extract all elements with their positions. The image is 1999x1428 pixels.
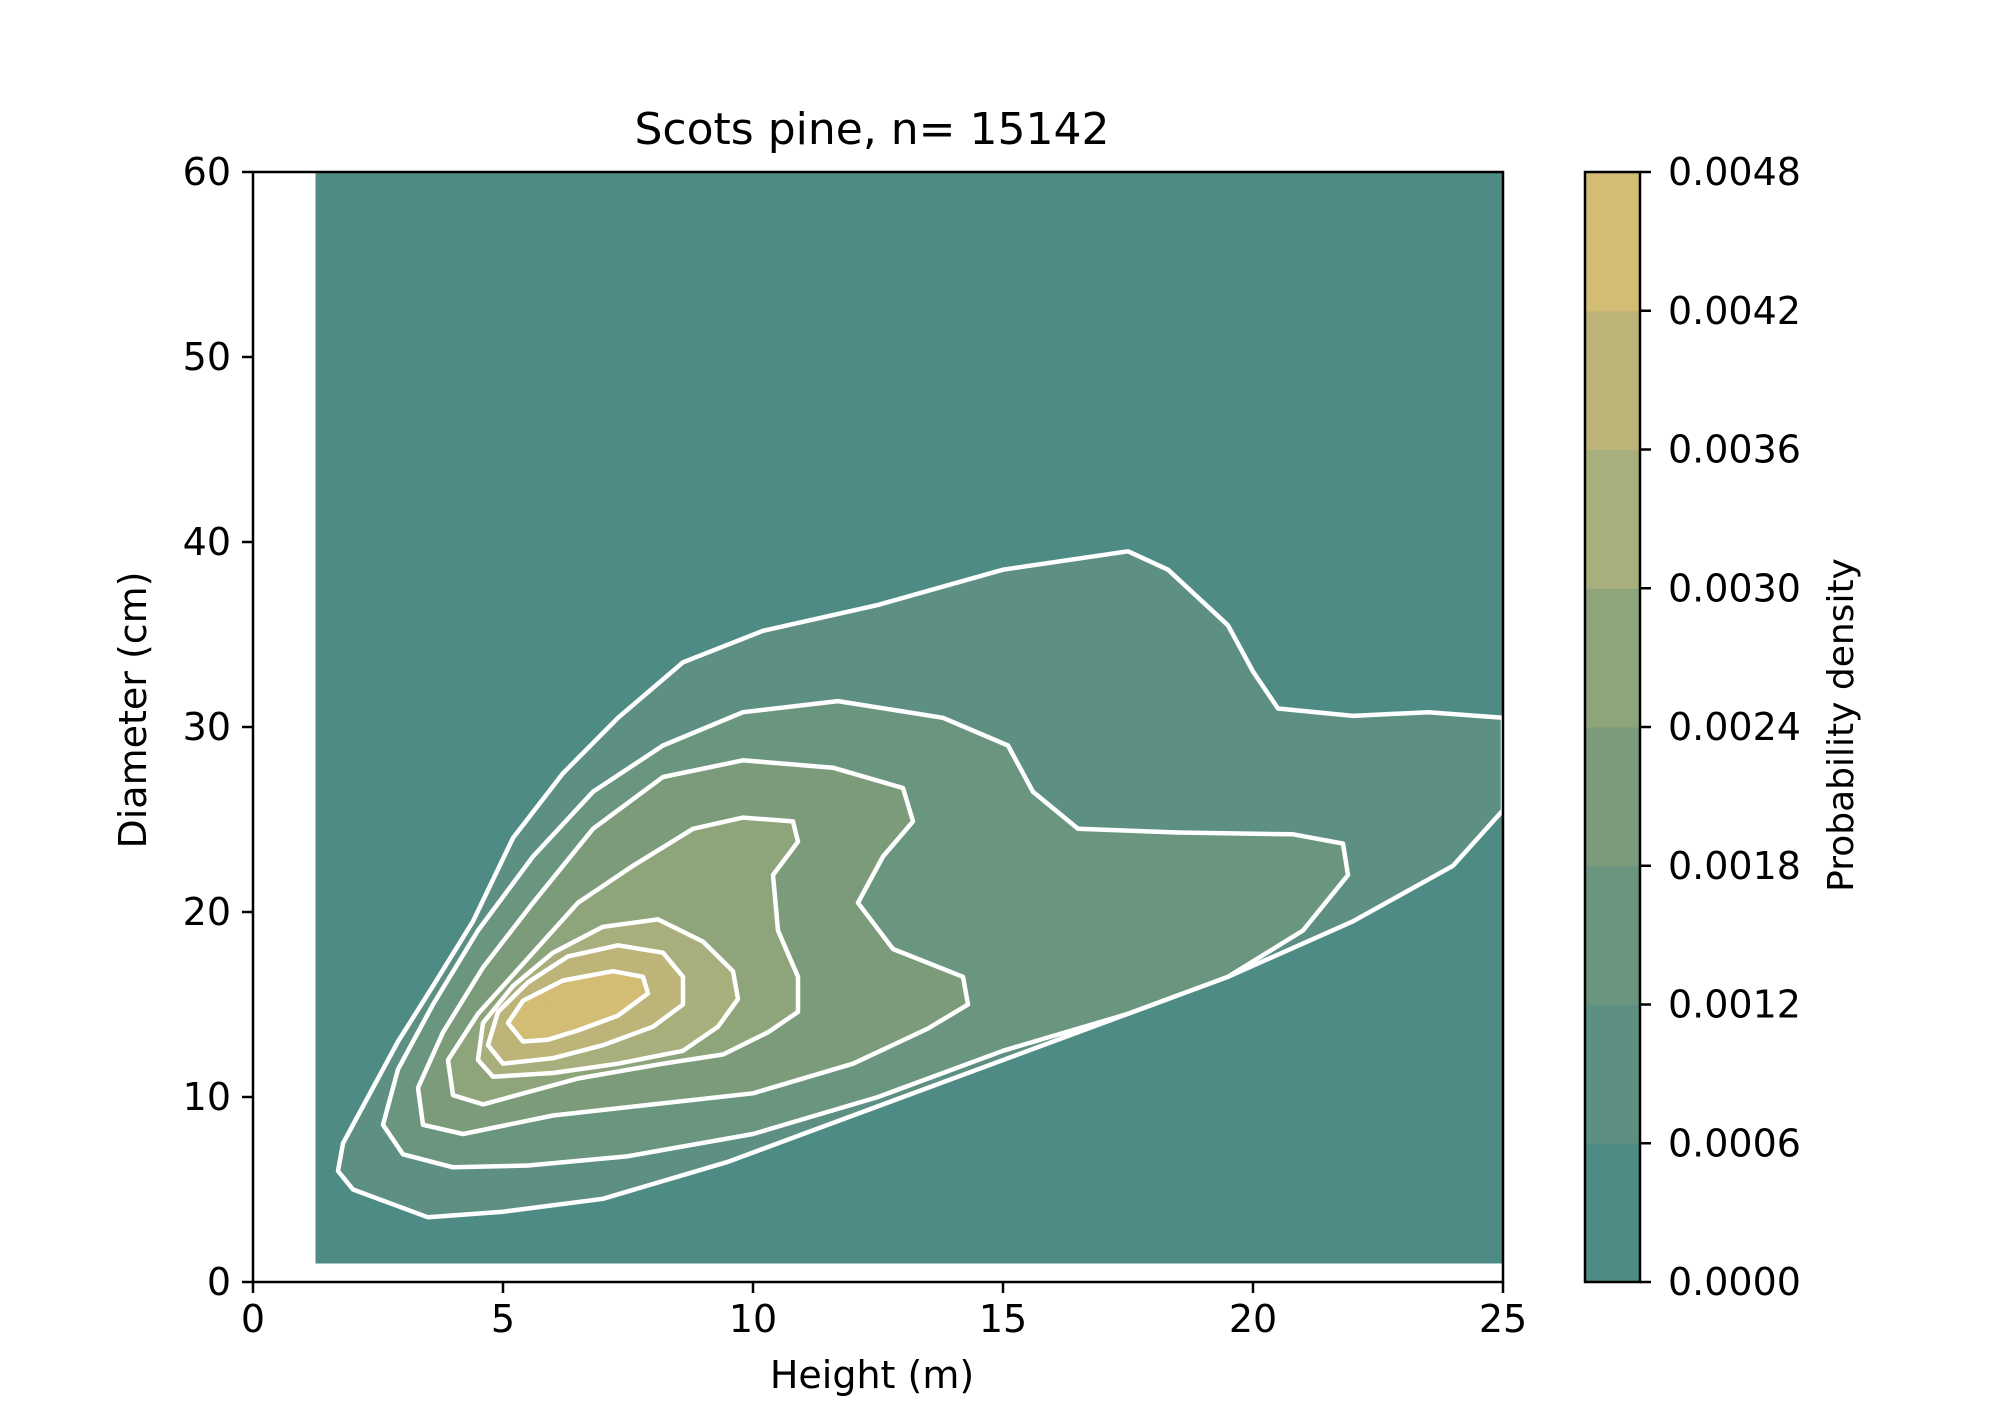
colorbar-label: Probability density: [1821, 558, 1862, 892]
contour-line-6: [485, 943, 686, 1066]
density-region-8: [528, 987, 633, 1035]
colorbar-tick-label: 0.0042: [1668, 289, 1801, 333]
colorbar-tick-label: 0.0006: [1668, 1121, 1801, 1165]
x-axis: 0 5 10 15 20 25: [241, 1282, 1527, 1341]
colorbar-tick-label: 0.0000: [1668, 1260, 1801, 1304]
contour-line-5: [475, 917, 741, 1079]
y-tick-label: 60: [183, 150, 231, 194]
y-axis: 0 10 20 30 40 50 60: [183, 150, 253, 1304]
plot-area: [251, 170, 1505, 1284]
x-tick-label: 5: [491, 1297, 515, 1341]
x-axis-label: Height (m): [770, 1353, 974, 1397]
y-tick-label: 50: [183, 335, 231, 379]
x-tick-label: 0: [241, 1297, 265, 1341]
x-tick-label: 10: [729, 1297, 777, 1341]
y-axis-label: Diameter (cm): [111, 571, 155, 848]
colorbar-band-4: [1585, 727, 1640, 867]
x-tick-label: 25: [1479, 1297, 1527, 1341]
y-tick-label: 10: [183, 1075, 231, 1119]
x-tick-label: 15: [979, 1297, 1027, 1341]
x-tick-label: 20: [1229, 1297, 1277, 1341]
colorbar-band-3: [1585, 865, 1640, 1005]
colorbar-tick-label: 0.0012: [1668, 983, 1801, 1027]
contour-line-4: [445, 815, 801, 1107]
y-tick-label: 0: [207, 1260, 231, 1304]
colorbar-tick-label: 0.0018: [1668, 844, 1801, 888]
y-tick-label: 20: [183, 890, 231, 934]
contour-lines: [335, 549, 1503, 1220]
colorbar-tick-label: 0.0030: [1668, 566, 1801, 610]
colorbar-band-8: [1585, 172, 1640, 312]
y-tick-label: 40: [183, 520, 231, 564]
colorbar-band-6: [1585, 449, 1640, 589]
contour-line-1: [335, 549, 1503, 1220]
colorbar: 0.0000 0.0006 0.0012 0.0018 0.0024 0.0030 0.00…: [1583, 150, 1801, 1304]
chart-title: Scots pine, n= 15142: [635, 104, 1110, 155]
contour-line-7: [505, 968, 651, 1044]
colorbar-band-7: [1585, 310, 1640, 450]
colorbar-band-2: [1585, 1004, 1640, 1144]
contour-line-2: [380, 698, 1351, 1170]
colorbar-band-5: [1585, 588, 1640, 728]
colorbar-tick-label: 0.0024: [1668, 705, 1801, 749]
y-tick-label: 30: [183, 705, 231, 749]
contour-line-3: [415, 758, 971, 1137]
colorbar-bands: [1585, 172, 1640, 1283]
colorbar-tick-label: 0.0036: [1668, 428, 1801, 472]
colorbar-ticks: 0.0000 0.0006 0.0012 0.0018 0.0024 0.0030 0.00…: [1640, 150, 1801, 1304]
colorbar-band-1: [1585, 1143, 1640, 1283]
colorbar-tick-label: 0.0048: [1668, 150, 1801, 194]
